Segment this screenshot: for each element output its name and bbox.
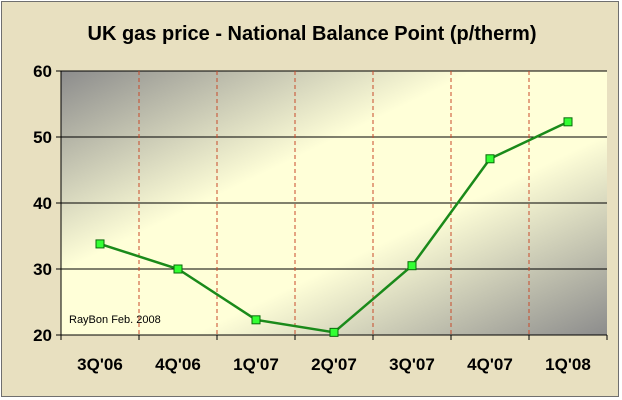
x-tick-label: 3Q'07 xyxy=(389,355,435,374)
x-tick-label: 1Q'08 xyxy=(545,355,591,374)
y-axis-tick-labels: 20 30 40 50 60 xyxy=(33,62,52,345)
data-point-marker xyxy=(251,315,261,325)
data-point-markers xyxy=(95,117,573,337)
data-point-marker xyxy=(95,239,105,249)
x-tick-label: 2Q'07 xyxy=(311,355,357,374)
data-point-marker xyxy=(563,117,573,127)
y-tick-label: 60 xyxy=(33,62,52,81)
x-tick-label: 4Q'06 xyxy=(155,355,201,374)
chart-title: UK gas price - National Balance Point (p… xyxy=(88,23,537,45)
data-point-marker xyxy=(329,327,339,337)
y-tick-label: 20 xyxy=(33,326,52,345)
x-tick-label: 3Q'06 xyxy=(77,355,123,374)
x-axis-tick-labels: 3Q'06 4Q'06 1Q'07 2Q'07 3Q'07 4Q'07 1Q'08 xyxy=(77,355,591,374)
data-point-marker xyxy=(485,154,495,164)
data-point-marker xyxy=(407,261,417,271)
y-tick-label: 30 xyxy=(33,260,52,279)
data-point-marker xyxy=(173,264,183,274)
x-tick-label: 4Q'07 xyxy=(467,355,513,374)
x-tick-label: 1Q'07 xyxy=(233,355,279,374)
y-tick-label: 50 xyxy=(33,128,52,147)
y-tick-label: 40 xyxy=(33,194,52,213)
author-annotation: RayBon Feb. 2008 xyxy=(69,314,161,326)
